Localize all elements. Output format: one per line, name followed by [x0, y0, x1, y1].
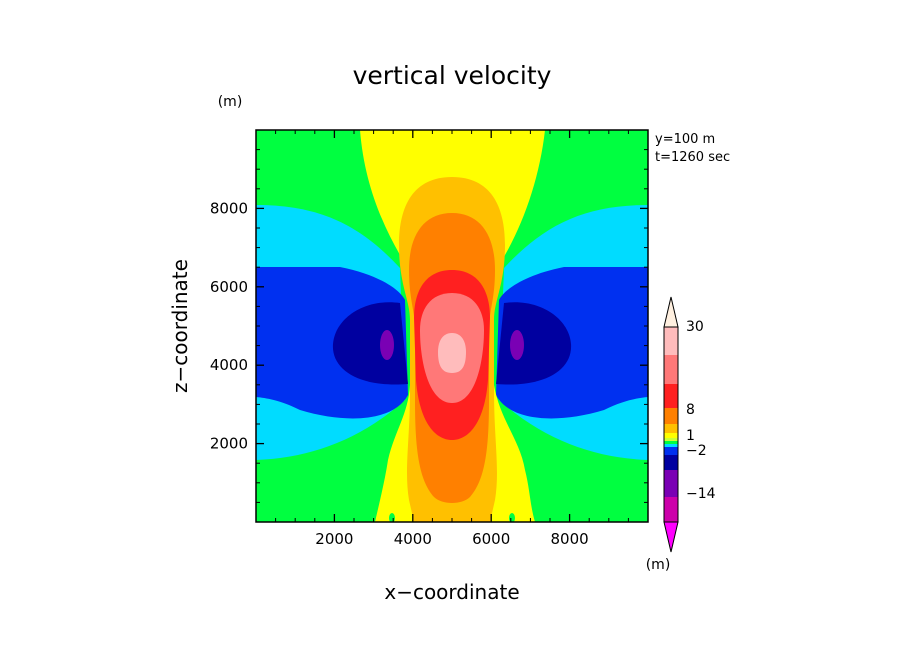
y-axis-ticks: 2000 4000 6000 8000 [210, 199, 648, 453]
colorbar-segment [664, 355, 678, 384]
colorbar-label: −14 [686, 486, 716, 502]
field-navy-left [332, 302, 408, 385]
colorbar-unit-label: (m) [646, 557, 671, 573]
colorbar-segment [664, 447, 678, 455]
y-tick-label: 6000 [210, 278, 248, 296]
colorbar: 30 8 1−2 −14 [663, 296, 716, 553]
colorbar-segment [664, 384, 678, 408]
colorbar-label: −2 [686, 443, 707, 459]
field-navy-right [496, 302, 572, 385]
contour-field [256, 130, 648, 522]
colorbar-segment [664, 444, 678, 447]
colorbar-segment [664, 408, 678, 424]
x-tick-label: 2000 [315, 530, 353, 548]
x-axis-ticks: 2000 4000 6000 8000 [315, 130, 589, 548]
y-tick-label: 4000 [210, 356, 248, 374]
colorbar-segment [664, 470, 678, 497]
x-tick-label: 6000 [472, 530, 510, 548]
colorbar-segment [664, 497, 678, 522]
colorbar-extend-top [663, 296, 679, 328]
field-purple-left [380, 330, 394, 360]
colorbar-label: 8 [686, 402, 695, 418]
minor-ticks [256, 130, 648, 522]
colorbar-segment [664, 327, 678, 355]
annotation-t: t=1260 sec [655, 150, 730, 165]
colorbar-label: 1 [686, 428, 695, 444]
colorbar-frame [663, 326, 679, 523]
field-purple-right [510, 330, 524, 360]
x-tick-label: 4000 [394, 530, 432, 548]
colorbar-segment [664, 433, 678, 438]
x-tick-label: 8000 [551, 530, 589, 548]
y-unit-label: (m) [218, 94, 243, 110]
y-axis-label: z−coordinate [168, 259, 192, 393]
chart-title: vertical velocity [353, 61, 552, 90]
field-pink [438, 333, 466, 373]
annotation-y: y=100 m [655, 132, 715, 147]
colorbar-label: 30 [686, 319, 704, 335]
colorbar-extend-bottom [663, 521, 679, 553]
colorbar-segment [664, 441, 678, 444]
x-axis-label: x−coordinate [384, 580, 519, 604]
colorbar-segment [664, 424, 678, 433]
y-tick-label: 8000 [210, 199, 248, 217]
colorbar-segment [664, 438, 678, 441]
colorbar-segment [664, 455, 678, 470]
y-tick-label: 2000 [210, 435, 248, 453]
